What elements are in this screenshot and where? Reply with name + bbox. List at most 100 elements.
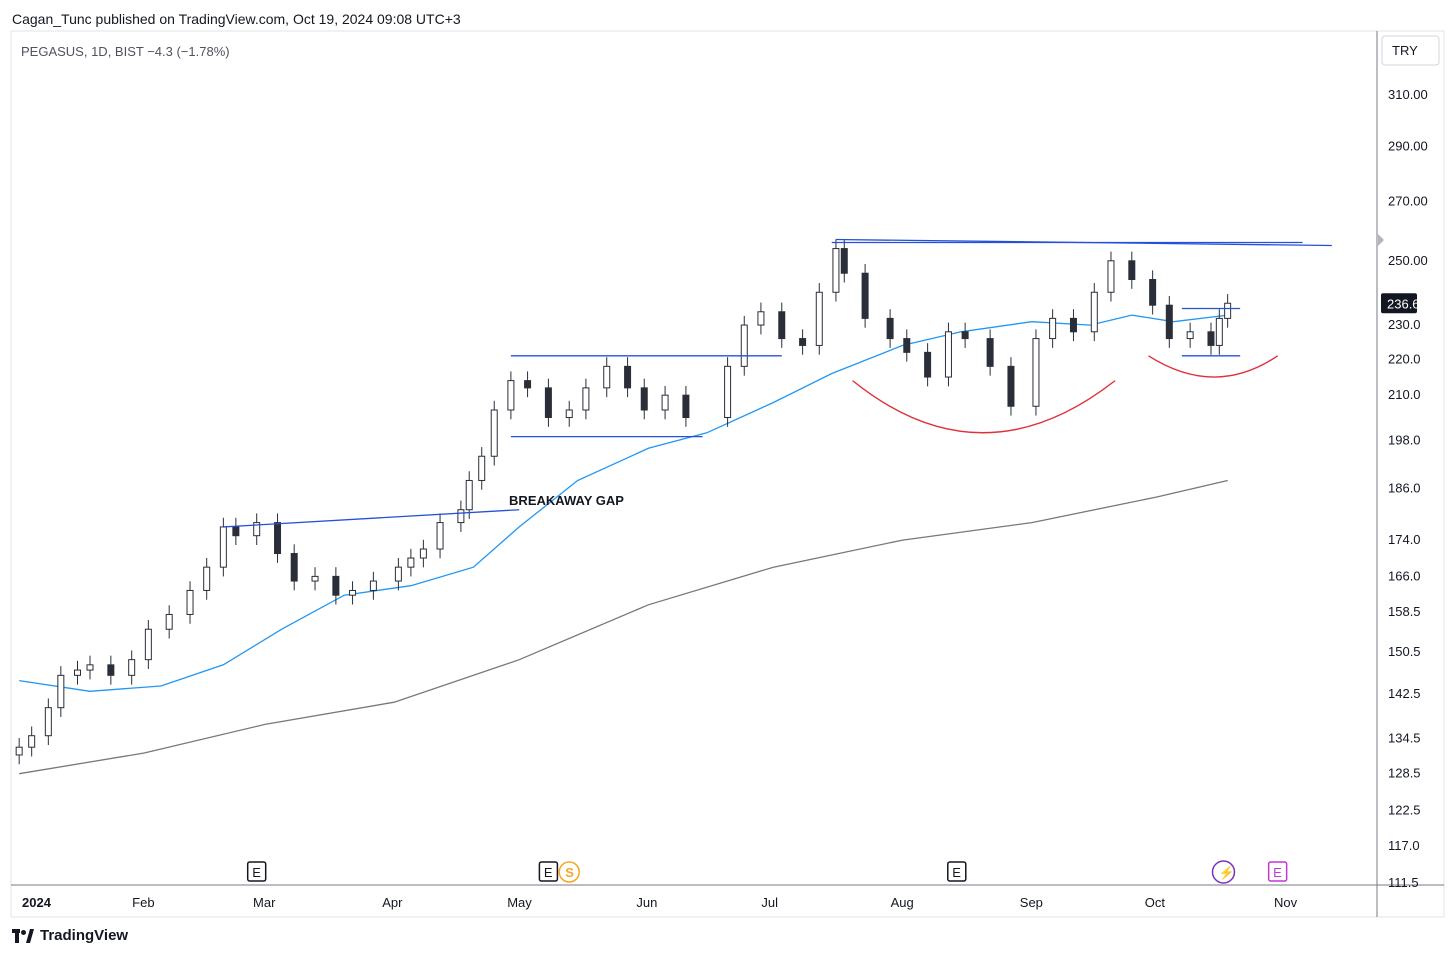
y-tick-label: 142.5	[1388, 686, 1421, 701]
symbol-legend: PEGASUS, 1D, BIST −4.3 (−1.78%)	[21, 44, 230, 59]
scroll-marker-icon[interactable]	[1378, 234, 1384, 246]
candle-body	[232, 526, 240, 537]
trendline	[223, 509, 520, 528]
candle-body	[886, 317, 894, 340]
tradingview-logo-icon	[12, 928, 34, 943]
cup-arc	[1148, 355, 1279, 378]
time-axis[interactable]: 2024 Feb Mar Apr May Jun Jul Aug Sep Oct Nov	[22, 895, 1298, 910]
candle-body	[624, 365, 632, 389]
drawings: BREAKAWAY GAP	[223, 238, 1332, 528]
candle-body	[128, 659, 136, 676]
breakaway-gap-label: BREAKAWAY GAP	[509, 493, 624, 508]
y-tick-label: 128.5	[1388, 766, 1421, 781]
candle-body	[1049, 317, 1057, 340]
candle-body	[757, 311, 765, 326]
x-tick-label: Oct	[1145, 895, 1166, 910]
candle-body	[1165, 304, 1173, 340]
candle-body	[565, 409, 573, 419]
x-tick-label: Apr	[382, 895, 403, 910]
candle-body	[165, 613, 173, 630]
dividend-marker-icon	[558, 861, 580, 883]
candle-body	[832, 248, 840, 293]
candle-body	[740, 324, 748, 367]
currency-button-label: TRY	[1392, 43, 1418, 58]
y-tick-label: 111.5	[1388, 875, 1419, 890]
tradingview-brand: TradingView	[40, 927, 129, 944]
earnings-marker-glyph: E	[1273, 865, 1282, 880]
candle-body	[1069, 317, 1077, 333]
split-marker-glyph: ⚡	[1218, 865, 1234, 881]
earnings-marker-icon	[246, 861, 267, 882]
candle-body	[394, 566, 402, 582]
x-tick-label: Sep	[1020, 895, 1043, 910]
candle-body	[986, 338, 994, 367]
candle-body	[274, 522, 282, 555]
earnings-marker-icon	[1267, 861, 1288, 882]
earnings-marker-glyph: E	[952, 865, 961, 880]
candle-body	[1032, 338, 1040, 407]
y-tick-label: 250.00	[1388, 253, 1428, 268]
y-tick-label: 290.00	[1388, 138, 1428, 153]
candle-body	[815, 291, 823, 346]
candle-body	[1128, 260, 1136, 281]
y-tick-label: 230.0	[1388, 317, 1421, 332]
candle-body	[478, 455, 486, 481]
y-tick-label: 220.0	[1388, 351, 1421, 366]
y-tick-label: 210.0	[1388, 387, 1421, 402]
candle-body	[15, 746, 23, 756]
cup-arc	[852, 380, 1116, 434]
candle-body	[778, 311, 786, 340]
x-tick-label: Feb	[132, 895, 154, 910]
y-tick-label: 166.0	[1388, 568, 1421, 583]
currency-button[interactable]	[1381, 35, 1440, 66]
publisher-line: Cagan_Tunc published on TradingView.com,…	[12, 11, 461, 27]
candle-body	[311, 575, 319, 582]
candle-body	[369, 580, 377, 591]
candle-body	[57, 674, 65, 709]
x-tick-label: Aug	[891, 895, 914, 910]
candle-body	[253, 522, 261, 537]
candle-body	[603, 365, 611, 389]
candle-body	[457, 509, 465, 524]
y-tick-label: 117.0	[1388, 838, 1420, 853]
candle-body	[1090, 291, 1098, 333]
candle-body	[74, 669, 82, 676]
candle-body	[219, 526, 227, 568]
y-tick-label: 150.5	[1388, 644, 1421, 659]
candle-body	[724, 365, 732, 419]
dividend-marker-glyph: S	[565, 865, 574, 880]
candle-body	[944, 331, 952, 378]
price-axis[interactable]: 310.00 290.00 270.00 250.00 230.0 220.0 210.0 1…	[1388, 87, 1428, 890]
candle-body	[1215, 317, 1223, 346]
earnings-marker-glyph: E	[544, 865, 553, 880]
earnings-marker-glyph: E	[252, 865, 261, 880]
candle-body	[465, 479, 473, 511]
candle-body	[1107, 260, 1115, 293]
y-tick-label: 310.00	[1388, 87, 1428, 102]
candle-body	[436, 522, 444, 550]
y-tick-label: 270.00	[1388, 193, 1428, 208]
x-tick-label: Nov	[1274, 895, 1298, 910]
split-marker-icon	[1211, 860, 1236, 884]
candle-body	[144, 628, 152, 661]
last-price-badge	[1381, 293, 1417, 314]
tradingview-logo[interactable]: TradingView	[12, 927, 128, 944]
y-tick-label: 158.5	[1388, 604, 1421, 619]
y-tick-label: 186.0	[1388, 481, 1421, 496]
x-tick-label: Mar	[253, 895, 276, 910]
candle-body	[419, 548, 427, 559]
candle-body	[661, 394, 669, 411]
candle-body	[903, 338, 911, 353]
earnings-marker-icon	[947, 861, 967, 882]
candle-body	[640, 387, 648, 411]
y-tick-label: 198.0	[1388, 433, 1421, 448]
x-tick-label: 2024	[22, 895, 52, 910]
candle-body	[1207, 331, 1215, 346]
earnings-marker-icon	[538, 861, 559, 882]
candle-body	[332, 575, 340, 596]
candle-body	[861, 272, 869, 319]
y-tick-label: 174.0	[1388, 532, 1421, 547]
candle-body	[1186, 331, 1194, 340]
ma-line	[19, 479, 1228, 775]
